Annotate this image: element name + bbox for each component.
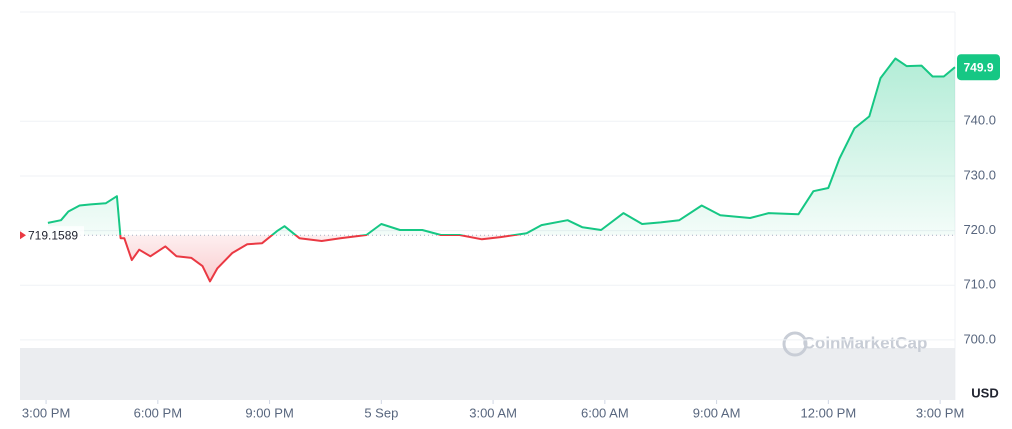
volume-area: [20, 348, 955, 400]
watermark-logo: [782, 331, 808, 357]
last-price: 749.9: [963, 60, 993, 74]
baseline-label-bg: [22, 226, 84, 245]
volume: [20, 348, 955, 400]
x-tick-label: 3:00 PM: [22, 405, 70, 420]
x-tick-label: 3:00 AM: [469, 405, 517, 420]
price-line: [47, 57, 956, 283]
x-tick-label: 12:00 PM: [801, 405, 857, 420]
x-tick-label: 3:00 PM: [916, 405, 964, 420]
x-tick-label: 9:00 PM: [245, 405, 293, 420]
baseline-marker: [20, 231, 26, 240]
x-tick-label: 6:00 AM: [581, 405, 629, 420]
y-tick-label: 720.0: [963, 222, 996, 237]
x-tick-label: 9:00 AM: [693, 405, 741, 420]
price-area: [47, 58, 955, 282]
last-price-bg: [957, 54, 1000, 81]
y-tick-label: 710.0: [963, 277, 996, 292]
y-tick-label: 730.0: [963, 167, 996, 182]
y-tick-label: 700.0: [963, 331, 996, 346]
baseline-label: 719.1589: [28, 228, 78, 242]
y-tick-label: 740.0: [963, 113, 996, 128]
unit-label: USD: [971, 385, 998, 400]
x-tick-label: 6:00 PM: [134, 405, 182, 420]
x-tick-label: 5 Sep: [364, 405, 398, 420]
watermark: CoinMarketCap: [803, 333, 928, 352]
